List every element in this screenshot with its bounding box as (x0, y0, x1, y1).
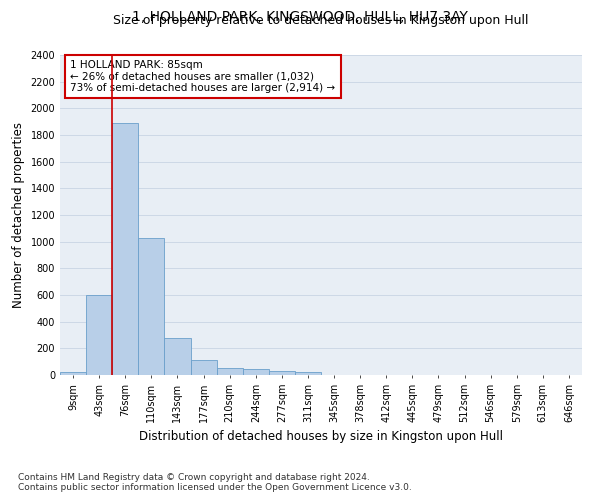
Bar (164, 338, 191, 375)
Bar (242, 369, 269, 375)
X-axis label: Distribution of detached houses by size in Kingston upon Hull: Distribution of detached houses by size … (139, 430, 503, 444)
Bar (60, 372, 86, 375)
Text: 1 HOLLAND PARK: 85sqm
← 26% of detached houses are smaller (1,032)
73% of semi-d: 1 HOLLAND PARK: 85sqm ← 26% of detached … (70, 60, 335, 93)
Bar (139, 238, 164, 375)
Bar (269, 372, 295, 375)
Bar (295, 372, 321, 375)
Bar (112, 123, 139, 375)
Title: Size of property relative to detached houses in Kingston upon Hull: Size of property relative to detached ho… (113, 14, 529, 28)
Text: 1, HOLLAND PARK, KINGSWOOD, HULL, HU7 3AY: 1, HOLLAND PARK, KINGSWOOD, HULL, HU7 3A… (132, 10, 468, 24)
Y-axis label: Number of detached properties: Number of detached properties (12, 122, 25, 308)
Bar (86, 295, 112, 375)
Text: Contains public sector information licensed under the Open Government Licence v3: Contains public sector information licen… (18, 484, 412, 492)
Bar (217, 368, 243, 375)
Text: Contains HM Land Registry data © Crown copyright and database right 2024.: Contains HM Land Registry data © Crown c… (18, 472, 370, 482)
Bar (191, 360, 217, 375)
